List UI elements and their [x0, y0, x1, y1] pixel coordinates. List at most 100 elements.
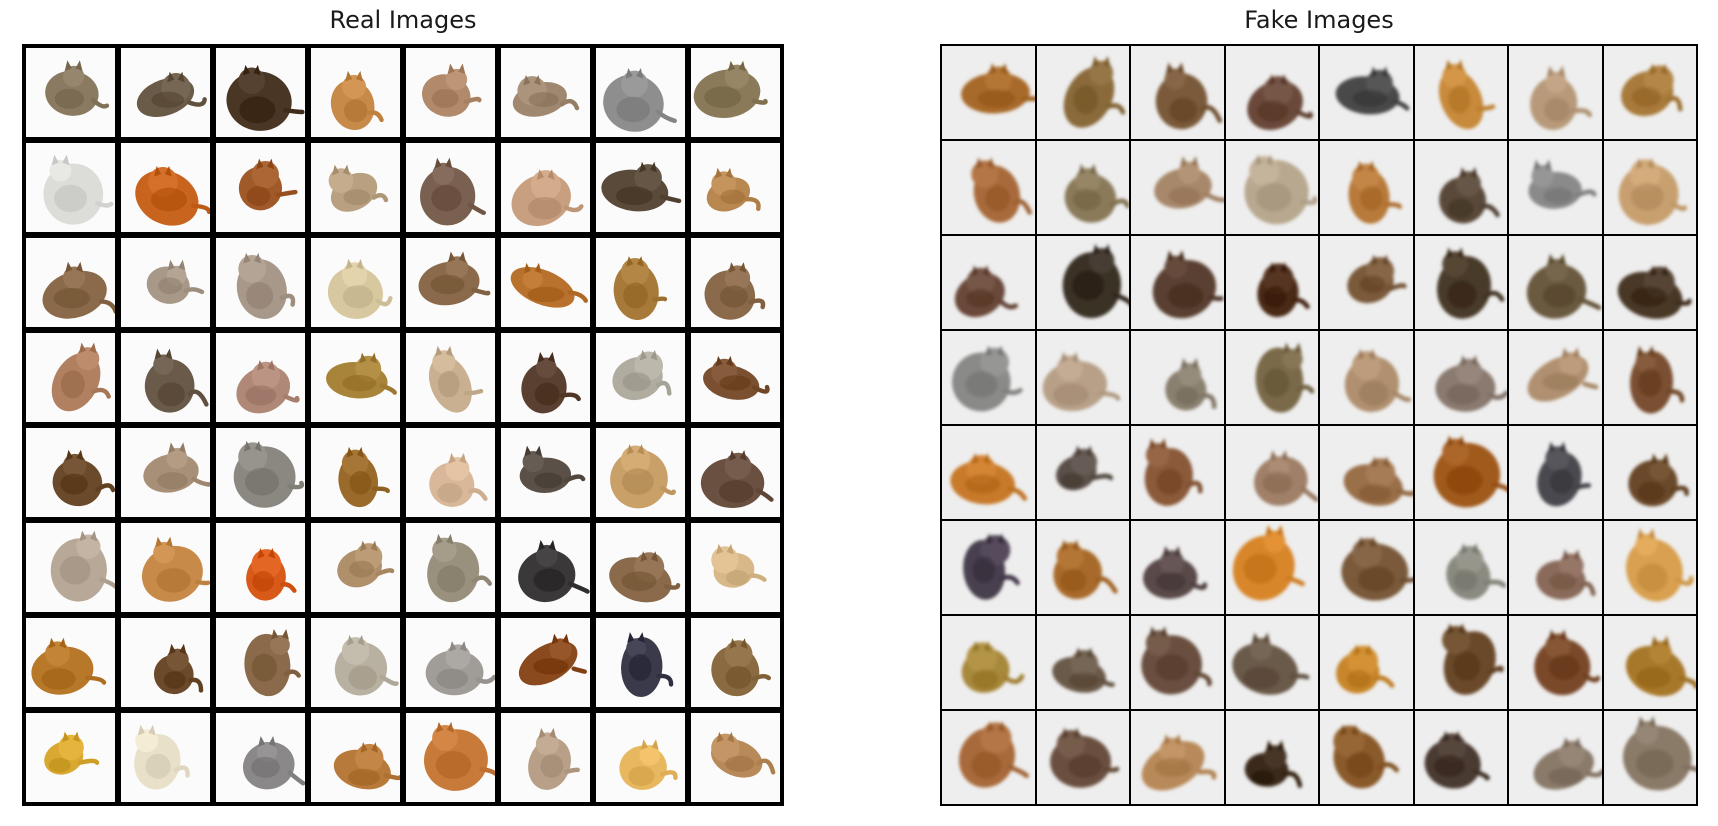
real-cat-thumbnail — [121, 238, 210, 327]
fake-cat-thumbnail — [1414, 521, 1507, 614]
real-image-tile — [311, 618, 400, 707]
real-image-tile — [121, 523, 210, 612]
fake-cat-thumbnail — [942, 616, 1035, 709]
real-cat-thumbnail — [596, 428, 685, 517]
real-cat-thumbnail — [596, 523, 685, 612]
fake-images-grid — [940, 44, 1698, 806]
fake-image-tile — [1414, 426, 1507, 519]
fake-image-tile — [1603, 711, 1696, 804]
real-cat-thumbnail — [26, 143, 115, 232]
real-image-tile — [216, 48, 305, 137]
real-cat-thumbnail — [501, 48, 590, 137]
real-cat-thumbnail — [596, 618, 685, 707]
real-cat-thumbnail — [311, 143, 400, 232]
real-cat-thumbnail — [691, 428, 780, 517]
real-image-tile — [406, 333, 495, 422]
fake-image-tile — [1603, 616, 1696, 709]
real-image-tile — [121, 238, 210, 327]
fake-image-tile — [1131, 236, 1224, 329]
real-image-tile — [121, 618, 210, 707]
real-image-tile — [311, 238, 400, 327]
real-image-tile — [596, 523, 685, 612]
fake-cat-thumbnail — [1036, 141, 1129, 234]
real-image-tile — [216, 428, 305, 517]
fake-image-tile — [1036, 616, 1129, 709]
real-cat-thumbnail — [691, 143, 780, 232]
real-image-tile — [501, 713, 590, 802]
fake-image-tile — [942, 616, 1035, 709]
real-image-tile — [691, 333, 780, 422]
real-image-tile — [121, 428, 210, 517]
fake-cat-thumbnail — [1320, 141, 1413, 234]
real-image-tile — [26, 333, 115, 422]
real-image-tile — [26, 48, 115, 137]
real-cat-thumbnail — [216, 143, 305, 232]
real-cat-thumbnail — [691, 238, 780, 327]
real-image-tile — [121, 143, 210, 232]
fake-cat-thumbnail — [1225, 236, 1318, 329]
fake-cat-thumbnail — [1036, 236, 1129, 329]
real-cat-thumbnail — [501, 523, 590, 612]
real-cat-thumbnail — [311, 523, 400, 612]
real-cat-thumbnail — [26, 48, 115, 137]
real-cat-thumbnail — [501, 333, 590, 422]
real-image-tile — [406, 143, 495, 232]
real-image-tile — [406, 618, 495, 707]
fake-image-tile — [1320, 711, 1413, 804]
real-cat-thumbnail — [311, 618, 400, 707]
real-cat-thumbnail — [121, 428, 210, 517]
real-image-tile — [596, 333, 685, 422]
fake-image-tile — [1414, 521, 1507, 614]
fake-cat-thumbnail — [1131, 236, 1224, 329]
real-cat-thumbnail — [691, 523, 780, 612]
fake-image-tile — [1414, 616, 1507, 709]
real-image-tile — [691, 618, 780, 707]
fake-cat-thumbnail — [1320, 236, 1413, 329]
real-image-tile — [311, 333, 400, 422]
fake-image-tile — [1036, 141, 1129, 234]
fake-image-tile — [1036, 236, 1129, 329]
real-cat-thumbnail — [406, 143, 495, 232]
real-image-tile — [406, 713, 495, 802]
fake-cat-thumbnail — [1603, 46, 1696, 139]
real-cat-thumbnail — [216, 618, 305, 707]
fake-cat-thumbnail — [1036, 711, 1129, 804]
fake-image-tile — [1509, 236, 1602, 329]
fake-image-tile — [1603, 141, 1696, 234]
real-image-tile — [406, 238, 495, 327]
fake-image-tile — [1414, 331, 1507, 424]
fake-image-tile — [1509, 46, 1602, 139]
real-image-tile — [216, 333, 305, 422]
fake-cat-thumbnail — [1414, 616, 1507, 709]
real-image-tile — [311, 428, 400, 517]
fake-cat-thumbnail — [1414, 426, 1507, 519]
fake-cat-thumbnail — [1225, 521, 1318, 614]
fake-image-tile — [1320, 141, 1413, 234]
fake-image-tile — [1225, 331, 1318, 424]
fake-image-tile — [1320, 46, 1413, 139]
fake-image-tile — [1509, 141, 1602, 234]
real-cat-thumbnail — [501, 618, 590, 707]
fake-image-tile — [1603, 236, 1696, 329]
fake-image-tile — [942, 426, 1035, 519]
fake-cat-thumbnail — [1131, 426, 1224, 519]
real-image-tile — [311, 48, 400, 137]
real-cat-thumbnail — [596, 713, 685, 802]
real-image-tile — [691, 428, 780, 517]
real-cat-thumbnail — [311, 428, 400, 517]
fake-image-tile — [1414, 46, 1507, 139]
real-image-tile — [121, 333, 210, 422]
real-cat-thumbnail — [26, 618, 115, 707]
fake-cat-thumbnail — [942, 236, 1035, 329]
real-image-tile — [691, 523, 780, 612]
fake-cat-thumbnail — [942, 521, 1035, 614]
fake-image-tile — [1414, 141, 1507, 234]
fake-cat-thumbnail — [1320, 426, 1413, 519]
real-image-tile — [26, 428, 115, 517]
fake-cat-thumbnail — [1603, 711, 1696, 804]
fake-image-tile — [1414, 711, 1507, 804]
fake-cat-thumbnail — [1320, 711, 1413, 804]
fake-image-tile — [1036, 521, 1129, 614]
fake-image-tile — [1225, 616, 1318, 709]
fake-cat-thumbnail — [1414, 46, 1507, 139]
